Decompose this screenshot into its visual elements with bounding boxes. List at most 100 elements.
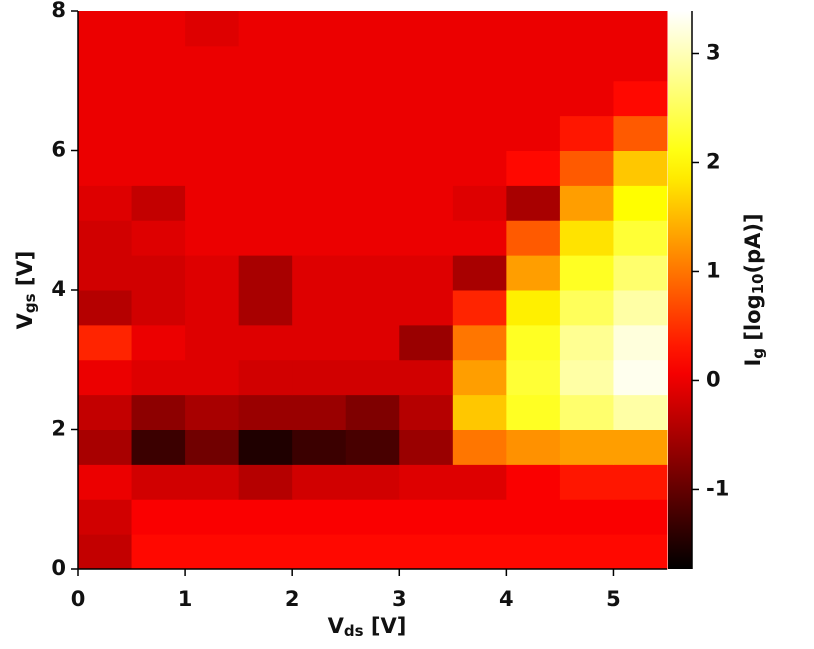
heatmap-cell xyxy=(559,499,614,535)
heatmap-cell xyxy=(185,290,240,326)
heatmap-cell xyxy=(78,185,133,221)
heatmap-cell xyxy=(238,429,293,465)
heatmap-cell xyxy=(559,324,614,361)
heatmap-cell xyxy=(559,429,614,465)
heatmap-cell xyxy=(399,499,454,535)
heatmap-cell xyxy=(399,324,454,361)
heatmap-cell xyxy=(185,115,240,151)
heatmap-cell xyxy=(185,499,240,535)
colorbar-tick-label: -1 xyxy=(706,476,729,500)
heatmap-cell xyxy=(506,464,561,500)
heatmap-cell xyxy=(452,150,507,186)
heatmap-cell xyxy=(399,359,454,396)
label-text: [V] xyxy=(13,251,37,294)
y-tick-label: 2 xyxy=(51,417,66,441)
heatmap-cell xyxy=(185,220,240,256)
heatmap-cell xyxy=(131,11,186,47)
heatmap-cell xyxy=(131,255,186,291)
heatmap-cell xyxy=(345,534,400,570)
heatmap-cell xyxy=(131,534,186,570)
heatmap-cell xyxy=(613,45,668,82)
heatmap-cell xyxy=(559,80,614,117)
heatmap-cell xyxy=(292,185,347,221)
heatmap-cell xyxy=(613,115,668,151)
heatmap-cell xyxy=(292,220,347,256)
heatmap-cell xyxy=(131,394,186,430)
label-subscript: ds xyxy=(344,622,364,640)
heatmap-cell xyxy=(399,255,454,291)
heatmap-cell xyxy=(452,220,507,256)
label-subscript: 10 xyxy=(749,274,767,295)
heatmap-cell xyxy=(292,45,347,82)
heatmap-cell xyxy=(452,290,507,326)
y-tick-label: 8 xyxy=(51,0,66,22)
heatmap-cell xyxy=(559,359,614,396)
label-text: [log xyxy=(741,294,765,348)
heatmap-cell xyxy=(238,150,293,186)
heatmap-cell xyxy=(131,499,186,535)
heatmap-cell xyxy=(559,255,614,291)
heatmap-cell xyxy=(185,324,240,361)
colorbar-tick-label: 3 xyxy=(706,41,721,65)
heatmap-cell xyxy=(78,150,133,186)
heatmap-cell xyxy=(131,150,186,186)
heatmap-cell xyxy=(452,499,507,535)
heatmap-cell xyxy=(506,499,561,535)
heatmap-cell xyxy=(238,115,293,151)
heatmap-cell xyxy=(452,115,507,151)
heatmap-cell xyxy=(185,150,240,186)
colorbar-tick-label: 0 xyxy=(706,367,721,391)
heatmap-cell xyxy=(78,359,133,396)
heatmap-cell xyxy=(345,45,400,82)
heatmap-cell xyxy=(506,45,561,82)
label-subscript: gs xyxy=(21,293,39,313)
heatmap-cell xyxy=(345,290,400,326)
heatmap-cell xyxy=(131,220,186,256)
heatmap-cell xyxy=(185,359,240,396)
heatmap-cell xyxy=(613,220,668,256)
heatmap-cell xyxy=(452,464,507,500)
heatmap-cell xyxy=(345,499,400,535)
heatmap xyxy=(78,11,668,570)
heatmap-cell xyxy=(345,429,400,465)
heatmap-cell xyxy=(131,324,186,361)
colorbar-tick-label: 1 xyxy=(706,258,721,282)
y-tick-label: 0 xyxy=(51,556,66,580)
heatmap-cell xyxy=(292,324,347,361)
x-axis-label: Vds [V] xyxy=(328,614,407,640)
heatmap-cell xyxy=(78,255,133,291)
heatmap-cell xyxy=(238,255,293,291)
heatmap-cell xyxy=(506,115,561,151)
heatmap-cell xyxy=(452,359,507,396)
heatmap-cell xyxy=(78,11,133,47)
heatmap-cell xyxy=(185,11,240,47)
heatmap-cell xyxy=(452,11,507,47)
heatmap-cell xyxy=(131,290,186,326)
heatmap-cell xyxy=(452,185,507,221)
heatmap-cell xyxy=(559,185,614,221)
heatmap-cell xyxy=(238,45,293,82)
heatmap-cell xyxy=(452,324,507,361)
heatmap-cell xyxy=(506,11,561,47)
heatmap-cell xyxy=(78,464,133,500)
heatmap-cell xyxy=(613,429,668,465)
heatmap-cell xyxy=(185,464,240,500)
heatmap-cell xyxy=(452,534,507,570)
heatmap-cell xyxy=(345,324,400,361)
y-tick-label: 6 xyxy=(51,138,66,162)
heatmap-cell xyxy=(238,534,293,570)
heatmap-cell xyxy=(506,185,561,221)
heatmap-cell xyxy=(238,80,293,117)
heatmap-cell xyxy=(559,45,614,82)
x-tick-label: 3 xyxy=(392,587,407,611)
heatmap-cell xyxy=(345,255,400,291)
heatmap-cell xyxy=(559,534,614,570)
label-text: I xyxy=(741,359,765,367)
colorbar-tick-label: 2 xyxy=(706,149,721,173)
heatmap-cell xyxy=(78,429,133,465)
heatmap-cell xyxy=(185,534,240,570)
heatmap-cell xyxy=(185,394,240,430)
label-subscript: g xyxy=(749,348,767,359)
y-axis-label: Vgs [V] xyxy=(13,251,39,330)
heatmap-cell xyxy=(452,255,507,291)
